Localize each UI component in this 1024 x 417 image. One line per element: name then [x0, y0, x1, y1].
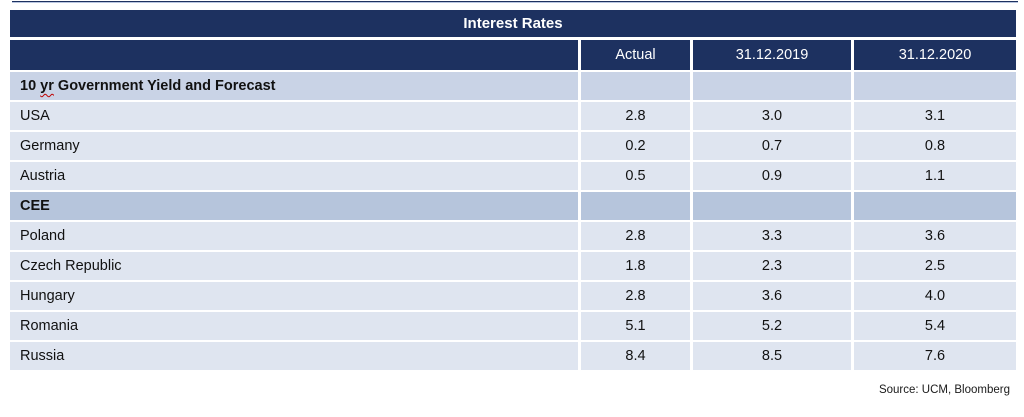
cell-value: 0.8 — [854, 132, 1016, 160]
column-header-actual: Actual — [581, 40, 690, 70]
cell-value: 4.0 — [854, 282, 1016, 310]
table-row: Poland 2.8 3.3 3.6 — [10, 222, 1016, 250]
cell-value: 1.1 — [854, 162, 1016, 190]
section-row: CEE — [10, 192, 1016, 220]
section-row: 10 yr Government Yield and Forecast — [10, 72, 1016, 100]
cell-value: 5.2 — [693, 312, 851, 340]
cell-value — [581, 192, 690, 220]
row-label: Romania — [10, 312, 578, 340]
cell-value — [854, 192, 1016, 220]
cell-value: 2.8 — [581, 222, 690, 250]
cell-value — [693, 72, 851, 100]
cell-value — [854, 72, 1016, 100]
cell-value: 2.8 — [581, 102, 690, 130]
table-row: Russia 8.4 8.5 7.6 — [10, 342, 1016, 370]
cell-value — [581, 72, 690, 100]
cell-value: 0.2 — [581, 132, 690, 160]
cell-value — [693, 192, 851, 220]
interest-rates-table: Interest Rates Actual 31.12.2019 31.12.202… — [10, 10, 1016, 372]
row-label: Czech Republic — [10, 252, 578, 280]
column-header-row: Actual 31.12.2019 31.12.2020 — [10, 40, 1016, 70]
cell-value: 3.6 — [693, 282, 851, 310]
cell-value: 2.3 — [693, 252, 851, 280]
row-label: CEE — [10, 192, 578, 220]
cell-value: 5.1 — [581, 312, 690, 340]
top-border-line — [12, 1, 1018, 3]
row-label: Russia — [10, 342, 578, 370]
cell-value: 8.4 — [581, 342, 690, 370]
table-row: Hungary 2.8 3.6 4.0 — [10, 282, 1016, 310]
table-row: Czech Republic 1.8 2.3 2.5 — [10, 252, 1016, 280]
table-row: Austria 0.5 0.9 1.1 — [10, 162, 1016, 190]
row-label: Austria — [10, 162, 578, 190]
column-header-31-12-2020: 31.12.2020 — [854, 40, 1016, 70]
source-note: Source: UCM, Bloomberg — [878, 384, 1010, 396]
spellcheck-underlined-word: yr — [40, 78, 54, 94]
row-label: Germany — [10, 132, 578, 160]
column-header-empty — [10, 40, 578, 70]
row-label: 10 yr Government Yield and Forecast — [10, 72, 578, 100]
row-label: USA — [10, 102, 578, 130]
cell-value: 3.3 — [693, 222, 851, 250]
table-row: USA 2.8 3.0 3.1 — [10, 102, 1016, 130]
table-row: Romania 5.1 5.2 5.4 — [10, 312, 1016, 340]
cell-value: 0.9 — [693, 162, 851, 190]
cell-value: 3.1 — [854, 102, 1016, 130]
cell-value: 0.7 — [693, 132, 851, 160]
cell-value: 3.0 — [693, 102, 851, 130]
cell-value: 2.5 — [854, 252, 1016, 280]
cell-value: 7.6 — [854, 342, 1016, 370]
cell-value: 5.4 — [854, 312, 1016, 340]
row-label: Poland — [10, 222, 578, 250]
cell-value: 3.6 — [854, 222, 1016, 250]
table-body: 10 yr Government Yield and Forecast USA 2.… — [10, 72, 1016, 370]
table-title: Interest Rates — [10, 10, 1016, 37]
cell-value: 8.5 — [693, 342, 851, 370]
cell-value: 1.8 — [581, 252, 690, 280]
cell-value: 0.5 — [581, 162, 690, 190]
cell-value: 2.8 — [581, 282, 690, 310]
column-header-31-12-2019: 31.12.2019 — [693, 40, 851, 70]
table-row: Germany 0.2 0.7 0.8 — [10, 132, 1016, 160]
row-label: Hungary — [10, 282, 578, 310]
